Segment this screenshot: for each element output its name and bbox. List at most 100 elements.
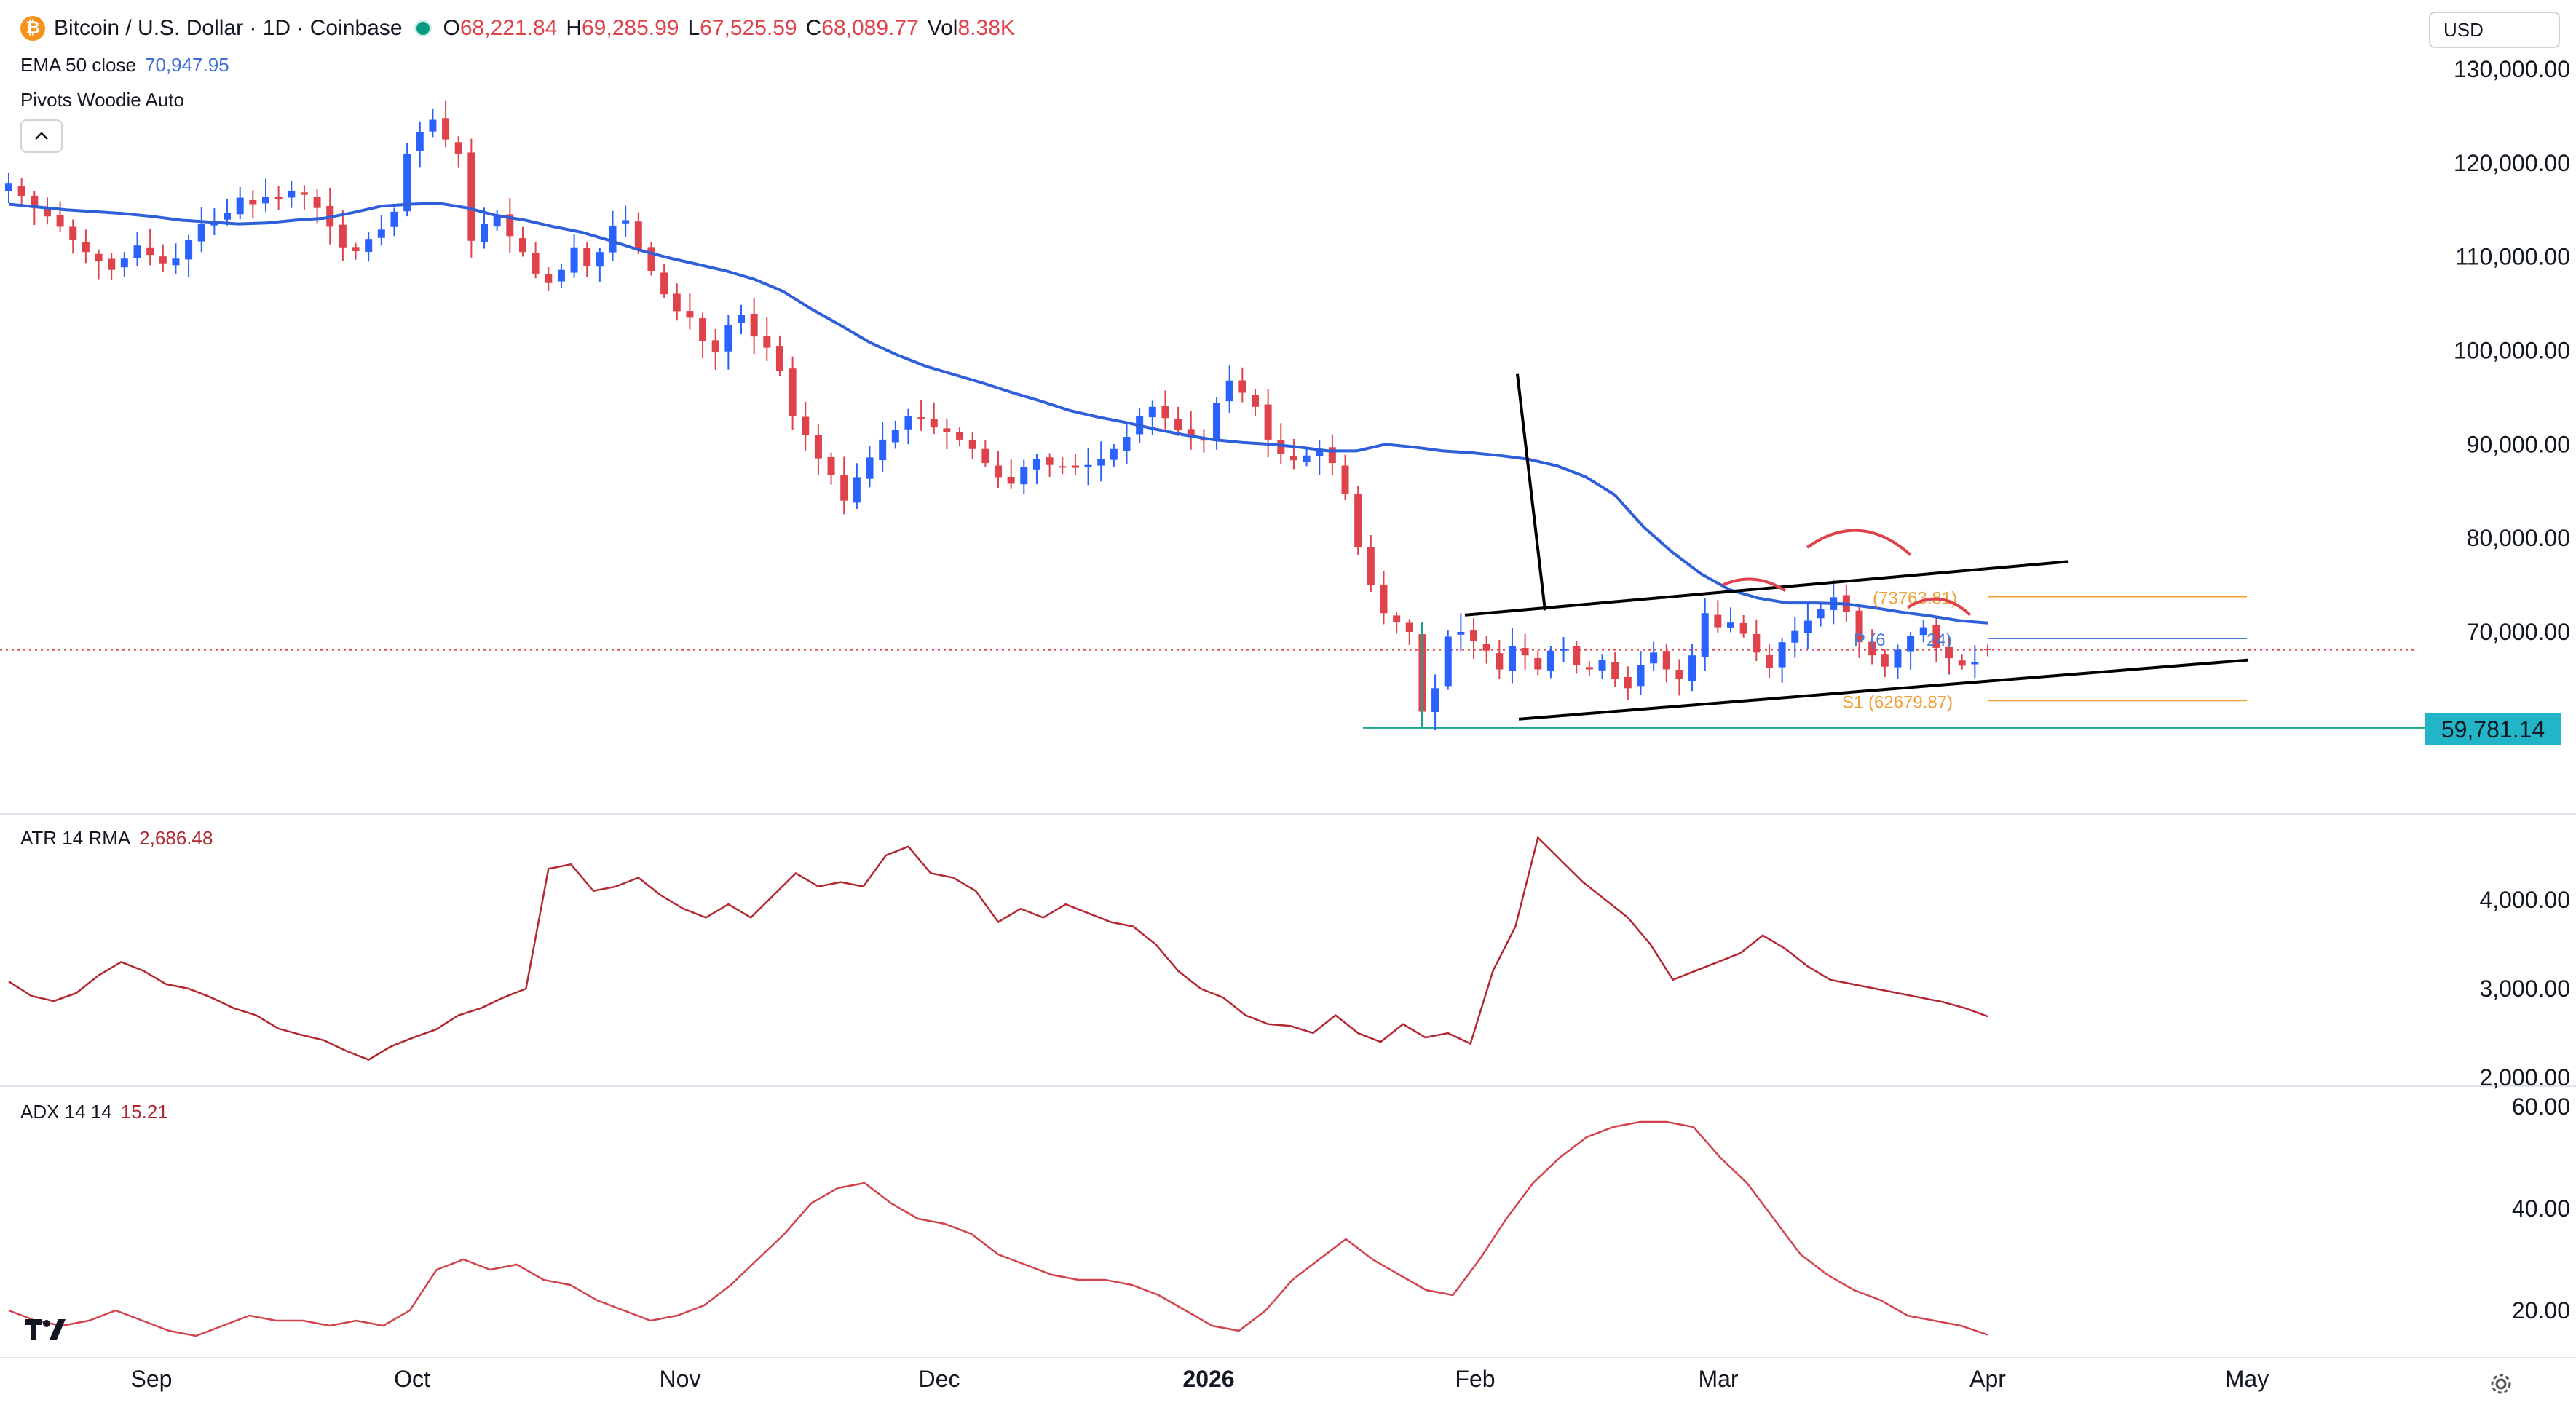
candle-body xyxy=(814,435,822,459)
ema-legend[interactable]: EMA 50 close 70,947.95 xyxy=(20,54,229,76)
candle-body xyxy=(1803,620,1812,633)
market-status-icon xyxy=(414,20,432,37)
open-value: 68,221.84 xyxy=(459,16,558,40)
candle-body xyxy=(339,224,347,248)
atr-line xyxy=(8,836,1988,1061)
candle-body xyxy=(1560,649,1568,651)
candle-body xyxy=(711,340,719,353)
candle-body xyxy=(5,183,12,191)
candle-body xyxy=(1251,395,1259,407)
candle-body xyxy=(750,313,758,337)
adx-axis-tick: 40.00 xyxy=(2512,1195,2570,1222)
candle-body xyxy=(1727,622,1735,628)
candle-body xyxy=(1637,665,1645,687)
candle-body xyxy=(43,207,51,217)
candle-body xyxy=(1598,660,1606,671)
settings-gear-icon[interactable] xyxy=(2489,1372,2513,1403)
candle-body xyxy=(467,152,475,241)
atr-legend[interactable]: ATR 14 RMA 2,686.48 xyxy=(20,827,213,850)
candle-body xyxy=(647,247,655,271)
pivots-legend[interactable]: Pivots Woodie Auto xyxy=(20,89,193,111)
candle-body xyxy=(352,247,360,251)
candle-body xyxy=(274,197,283,200)
candle-body xyxy=(1123,437,1131,451)
candle-body xyxy=(1084,464,1092,467)
candle-body xyxy=(545,274,553,283)
candle-body xyxy=(1765,654,1773,668)
adx-legend[interactable]: ADX 14 14 15.21 xyxy=(20,1101,168,1123)
time-axis-label: Mar xyxy=(1698,1366,1738,1392)
candle-body xyxy=(1496,653,1504,670)
candle-body xyxy=(1534,657,1542,670)
candle-body xyxy=(557,269,565,282)
time-axis-label: Dec xyxy=(919,1366,960,1392)
candle-body xyxy=(288,191,296,198)
candle-body xyxy=(224,213,232,220)
gear-icon xyxy=(2491,1374,2511,1394)
tradingview-logo[interactable] xyxy=(25,1316,68,1350)
pivot-p-label-tail: 24) xyxy=(1927,630,1952,650)
candle-body xyxy=(1919,627,1927,636)
ema-value: 70,947.95 xyxy=(144,54,229,76)
candle-body xyxy=(775,346,783,371)
candle-body xyxy=(82,242,90,253)
candle-body xyxy=(1701,613,1709,657)
candle-body xyxy=(442,118,450,140)
time-axis-label: Oct xyxy=(394,1366,430,1392)
low-value: 67,525.59 xyxy=(700,16,797,40)
candle-body xyxy=(1971,662,1979,665)
candle-body xyxy=(1688,655,1696,681)
symbol-legend: ₿ Bitcoin / U.S. Dollar · 1D · Coinbase … xyxy=(20,16,1024,41)
candle-body xyxy=(1046,457,1054,465)
symbol-title[interactable]: Bitcoin / U.S. Dollar · 1D · Coinbase xyxy=(54,16,403,40)
pivot-p-label: P (6 xyxy=(1854,630,1886,650)
candle-body xyxy=(493,214,501,227)
candle-body xyxy=(802,416,810,435)
candle-body xyxy=(108,258,116,270)
collapse-legend-button[interactable] xyxy=(20,119,63,153)
adx-line xyxy=(8,1120,1988,1337)
time-axis-label: Nov xyxy=(660,1366,701,1392)
price-axis-tick: 110,000.00 xyxy=(2455,244,2570,270)
adx-axis-tick: 20.00 xyxy=(2512,1297,2570,1324)
candle-body xyxy=(995,465,1002,478)
candle-body xyxy=(1470,630,1478,641)
candle-body xyxy=(172,258,180,266)
candle-body xyxy=(1277,440,1285,454)
candle-body xyxy=(1316,448,1324,456)
tradingview-logo-icon xyxy=(25,1319,66,1340)
candle-body xyxy=(1393,615,1401,623)
pattern-arc xyxy=(1722,577,1787,592)
volume-label: Vol xyxy=(927,16,958,40)
candle-body xyxy=(981,448,989,464)
candle-body xyxy=(634,221,642,250)
atr-axis-tick: 2,000.00 xyxy=(2479,1064,2570,1091)
candle-body xyxy=(1907,636,1915,652)
candle-body xyxy=(532,253,540,274)
time-axis-label: 2026 xyxy=(1182,1366,1234,1392)
candle-body xyxy=(738,315,746,323)
candle-body xyxy=(827,456,835,475)
candle-body xyxy=(943,428,951,432)
candle-body xyxy=(429,119,437,132)
candle-body xyxy=(1573,646,1581,665)
candle-body xyxy=(95,253,103,262)
candle-body xyxy=(1354,494,1362,548)
adx-name: ADX 14 14 xyxy=(20,1101,112,1123)
price-axis-tick: 130,000.00 xyxy=(2454,56,2570,82)
currency-selector[interactable]: USD xyxy=(2429,12,2560,48)
pivots-name: Pivots Woodie Auto xyxy=(20,89,184,111)
pivot-s1-label: S1 (62679.87) xyxy=(1842,692,1953,712)
candle-body xyxy=(1444,636,1452,687)
candle-body xyxy=(673,293,681,312)
candle-body xyxy=(1753,633,1761,653)
candle-body xyxy=(185,240,193,260)
candle-body xyxy=(583,248,591,266)
ema-name: EMA 50 close xyxy=(20,54,136,76)
candle-body xyxy=(1289,456,1297,461)
candle-body xyxy=(1868,641,1876,656)
candle-body xyxy=(416,132,424,151)
candle-body xyxy=(956,432,964,440)
candle-body xyxy=(1611,662,1619,679)
